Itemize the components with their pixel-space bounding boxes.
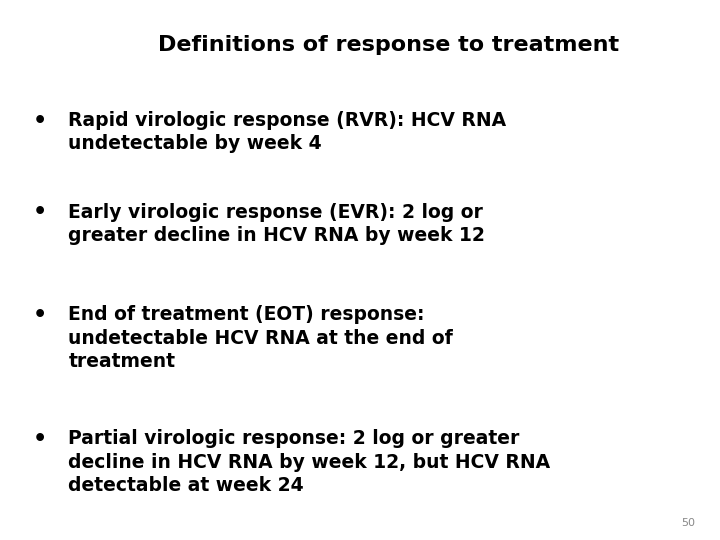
Text: 50: 50	[681, 518, 695, 528]
Text: •: •	[32, 429, 47, 449]
Text: Early virologic response (EVR): 2 log or
greater decline in HCV RNA by week 12: Early virologic response (EVR): 2 log or…	[68, 202, 485, 245]
Text: Definitions of response to treatment: Definitions of response to treatment	[158, 35, 619, 55]
Text: End of treatment (EOT) response:
undetectable HCV RNA at the end of
treatment: End of treatment (EOT) response: undetec…	[68, 305, 453, 371]
Text: •: •	[32, 305, 47, 325]
Text: Partial virologic response: 2 log or greater
decline in HCV RNA by week 12, but : Partial virologic response: 2 log or gre…	[68, 429, 551, 495]
Text: •: •	[32, 202, 47, 222]
Text: •: •	[32, 111, 47, 131]
Text: Rapid virologic response (RVR): HCV RNA
undetectable by week 4: Rapid virologic response (RVR): HCV RNA …	[68, 111, 507, 153]
